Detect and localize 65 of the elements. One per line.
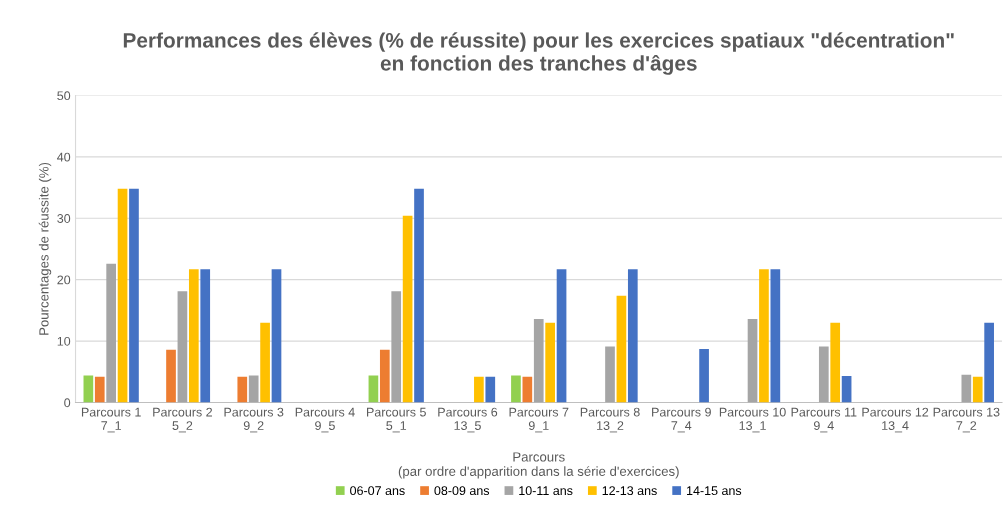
bar xyxy=(841,376,852,403)
bar xyxy=(770,269,781,403)
bar xyxy=(402,215,413,403)
x-tick-label: Parcours 10 13_1 xyxy=(719,407,786,433)
bar xyxy=(129,188,139,403)
bar xyxy=(972,376,983,403)
x-tick-label: Parcours 1 7_1 xyxy=(81,407,141,433)
bar xyxy=(545,322,555,403)
bar xyxy=(556,269,567,403)
legend-label: 06-07 ans xyxy=(350,486,405,496)
y-tick-label: 0 xyxy=(64,398,71,408)
bar xyxy=(830,322,841,403)
x-tick-label: Parcours 8 13_2 xyxy=(580,407,640,433)
bar xyxy=(117,188,128,403)
bar xyxy=(166,349,176,403)
bar xyxy=(94,376,105,403)
bar xyxy=(414,188,424,403)
bar xyxy=(511,375,521,403)
y-tick-label: 20 xyxy=(57,275,71,285)
x-tick-label: Parcours 2 5_2 xyxy=(153,407,213,433)
bar xyxy=(271,269,282,403)
chart-title: Performances des élèves (% de réussite) pour les exercices spatiaux "décentration" en fonction des tranches d'âges xyxy=(123,32,954,75)
bar xyxy=(106,263,116,403)
y-tick-label: 50 xyxy=(57,91,71,101)
bar xyxy=(533,318,544,403)
bar xyxy=(759,269,769,403)
bar xyxy=(200,269,211,403)
x-tick-label: Parcours 4 9_5 xyxy=(295,407,355,433)
bar xyxy=(605,346,615,403)
bar xyxy=(747,318,758,403)
x-tick-label: Parcours 12 13_4 xyxy=(862,407,929,433)
x-tick-label: Parcours 9 7_4 xyxy=(652,407,711,433)
bar xyxy=(379,349,390,403)
bar xyxy=(984,322,994,403)
y-tick-label: 40 xyxy=(57,152,71,162)
legend-label: 12-13 ans xyxy=(602,486,657,496)
x-tick-label: Parcours 3 9_2 xyxy=(224,407,284,433)
legend-label: 14-15 ans xyxy=(687,486,742,496)
bar xyxy=(188,269,199,403)
bar xyxy=(83,375,94,403)
x-tick-label: Parcours 11 9_4 xyxy=(791,407,857,433)
y-axis-title: Pourcentages de réussite (%) xyxy=(38,162,52,335)
x-tick-label: Parcours 6 13_5 xyxy=(438,407,498,433)
bar xyxy=(485,376,496,403)
x-tick-label: Parcours 13 7_2 xyxy=(933,407,1000,433)
bar xyxy=(616,295,627,403)
legend-label: 10-11 ans xyxy=(519,486,573,496)
x-tick-label: Parcours 7 9_1 xyxy=(509,407,569,433)
bar xyxy=(961,374,972,403)
bar xyxy=(368,375,379,403)
y-tick-label: 10 xyxy=(57,336,71,346)
bar xyxy=(237,376,248,403)
bar xyxy=(177,291,188,403)
bar xyxy=(248,375,259,403)
x-axis-title: Parcours (par ordre d'apparition dans la série d'exercices) xyxy=(398,452,679,479)
bar xyxy=(522,376,533,403)
bar xyxy=(818,346,829,403)
bar xyxy=(391,291,402,403)
y-tick-label: 30 xyxy=(57,214,71,223)
bar xyxy=(627,269,638,403)
bar xyxy=(474,376,484,403)
x-tick-label: Parcours 5 5_1 xyxy=(367,407,426,433)
legend-label: 08-09 ans xyxy=(434,486,490,496)
bar xyxy=(260,322,270,403)
bar xyxy=(699,349,709,403)
